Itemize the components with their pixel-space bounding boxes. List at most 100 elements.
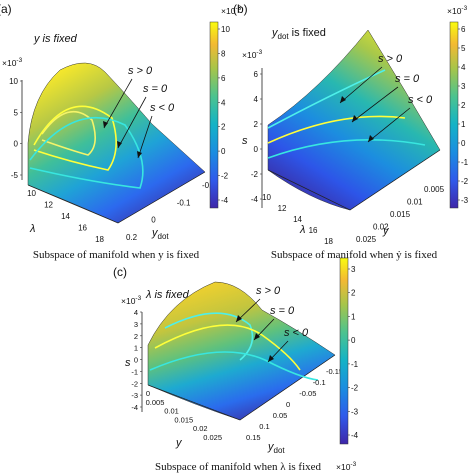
- c-zticks-label-7: -3: [131, 391, 138, 400]
- panel-b-x-axis-label: λ: [299, 224, 305, 236]
- b-cbticks-label-5: 1: [461, 120, 466, 129]
- c-zticks-label-4: 0: [134, 356, 138, 365]
- panel-c-arrowhead-s-gt-0: [236, 315, 242, 322]
- a-cbticks-label-3: 4: [221, 98, 226, 107]
- panel-a-annotation-s-eq-0: s = 0: [143, 83, 168, 95]
- panel-b-contour-s-eq-0: [267, 115, 406, 144]
- b-zticks-label-1: 4: [254, 95, 259, 104]
- c-zticks-label-5: -1: [131, 367, 138, 376]
- panel-a-z-exponent-power: -3: [16, 57, 22, 64]
- panel-b-x-ticks: 10 12 14 16 18: [262, 193, 333, 246]
- panel-b-annotation-s-gt-0: s > 0: [378, 53, 403, 65]
- panel-c-arrowhead-s-eq-0: [254, 333, 260, 340]
- c-cbticks-label-3: 0: [351, 336, 356, 345]
- panel-b-fixed-label-sub: dot: [278, 32, 290, 41]
- panel-b-y-ticks: 0.025 0.020.015 0.010.005: [356, 185, 445, 244]
- a-cbticks-label-6: -2: [221, 172, 229, 181]
- panel-b-z-ticks: 6 4 2 0 -2 -4: [251, 70, 262, 204]
- panel-b-annotation-s-eq-0: s = 0: [395, 73, 420, 85]
- c-yticks-label-2: 0.05: [273, 411, 288, 420]
- panel-c-annotation-s-eq-0: s = 0: [270, 305, 295, 317]
- panel-a-colorbar-exponent: ×10: [221, 6, 236, 16]
- panel-a-y-axis-sub: dot: [158, 232, 170, 241]
- a-zticks-label-3: -5: [11, 171, 19, 180]
- c-yticks-label-0: 0.15: [246, 433, 261, 442]
- panel-b-arrowhead-s-lt-0: [368, 135, 374, 142]
- svg-text:ydot: ydot: [267, 441, 285, 455]
- a-zticks-label-0: 10: [9, 77, 18, 86]
- b-xticks-label-1: 12: [278, 204, 287, 213]
- b-xticks-label-3: 16: [309, 226, 318, 235]
- b-xticks-label-0: 10: [262, 193, 271, 202]
- panel-c-label: (c): [113, 265, 127, 279]
- panel-b-contour-s-gt-0: [267, 69, 386, 129]
- c-xticks-label-5: 0.025: [203, 433, 222, 442]
- svg-text:×10-3: ×10-3: [336, 461, 357, 472]
- panel-a-arrowhead-s-eq-0: [117, 141, 122, 148]
- c-cbticks-label-5: -2: [351, 384, 359, 393]
- b-zticks-label-3: 0: [254, 145, 259, 154]
- panel-b-caption: Subspace of manifold when ẏ is fixed: [271, 249, 438, 261]
- panel-a-colorbar-exponent-power: -3: [235, 5, 241, 12]
- panel-a-z-ticks: 10 5 0 -5: [9, 77, 22, 180]
- panel-c-contour-s-lt-0: [149, 351, 319, 381]
- panel-a-y-axis-label: y: [151, 227, 159, 239]
- a-cbticks-label-1: 8: [221, 49, 226, 58]
- c-xticks-label-4: 0.02: [193, 424, 208, 433]
- panel-c-x-axis-label: y: [175, 437, 183, 449]
- c-zticks-label-8: -4: [131, 403, 138, 412]
- c-xticks-label-3: 0.015: [174, 415, 193, 424]
- c-cbticks-label-7: -4: [351, 431, 359, 440]
- panel-a-colorbar: [209, 21, 219, 209]
- panel-c-colorbar-ticks: 3 2 1 0 -1 -2 -3 -4: [348, 265, 359, 440]
- panel-a-x-ticks: 10 12 14 16 18: [27, 189, 104, 244]
- panel-b-colorbar-exponent-power: -3: [461, 5, 467, 12]
- a-zticks-label-2: 0: [14, 140, 19, 149]
- panel-a-arrow-s-lt-0: [137, 115, 153, 159]
- panel-b-y-axis-label: y: [382, 225, 390, 237]
- b-zticks-label-2: 2: [254, 120, 259, 129]
- a-cbticks-label-2: 6: [221, 74, 226, 83]
- b-cbticks-label-6: 0: [461, 139, 466, 148]
- c-xticks-label-1: 0.005: [146, 398, 165, 407]
- svg-text:×10-3: ×10-3: [121, 295, 142, 306]
- panel-b-fixed-label: y: [271, 27, 279, 39]
- svg-text:×10-3: ×10-3: [447, 5, 468, 16]
- panel-c-contour-s-eq-0: [154, 324, 301, 371]
- b-cbticks-label-8: -2: [461, 177, 469, 186]
- c-xticks-label-2: 0.01: [164, 407, 179, 416]
- panel-b-contour-s-lt-0: [267, 139, 426, 159]
- panel-c-contour-s-gt-0: [164, 312, 254, 361]
- svg-text:ydot is fixed: ydot is fixed: [271, 27, 326, 41]
- panel-b-z-exponent: ×10: [242, 50, 257, 60]
- panel-b-z-exponent-power: -3: [256, 49, 262, 56]
- panel-c-z-exponent: ×10: [121, 296, 136, 306]
- c-zticks-label-3: 1: [134, 344, 138, 353]
- panel-c-colorbar-exponent: ×10: [336, 462, 351, 472]
- panel-c-z-exponent-power: -3: [135, 295, 141, 302]
- b-cbticks-label-3: 3: [461, 82, 466, 91]
- panel-b-colorbar: [449, 21, 459, 209]
- b-zticks-label-4: -2: [251, 170, 259, 179]
- panel-c-annotation-s-lt-0: s < 0: [284, 327, 309, 339]
- panel-b-fixed-label-suffix: is fixed: [289, 27, 326, 39]
- panel-b-arrow-s-lt-0: [367, 107, 411, 143]
- b-yticks-label-0: 0.025: [356, 235, 377, 244]
- svg-text:×10-3: ×10-3: [221, 5, 242, 16]
- panel-c-arrowhead-s-lt-0: [268, 355, 274, 362]
- c-yticks-label-3: 0: [286, 400, 290, 409]
- a-zticks-label-1: 5: [14, 108, 19, 117]
- panel-c-fixed-label: λ is fixed: [145, 289, 190, 301]
- panel-b-surface-edge: [267, 149, 441, 211]
- c-yticks-label-1: 0.1: [259, 422, 269, 431]
- c-cbticks-label-1: 2: [351, 289, 356, 298]
- b-yticks-label-3: 0.01: [407, 198, 423, 207]
- b-yticks-label-2: 0.015: [390, 210, 411, 219]
- panel-c-surface: [147, 281, 336, 421]
- c-yticks-label-6: -0.15: [326, 367, 343, 376]
- c-zticks-label-6: -2: [131, 379, 138, 388]
- panel-c-y-axis-label: y: [267, 441, 275, 453]
